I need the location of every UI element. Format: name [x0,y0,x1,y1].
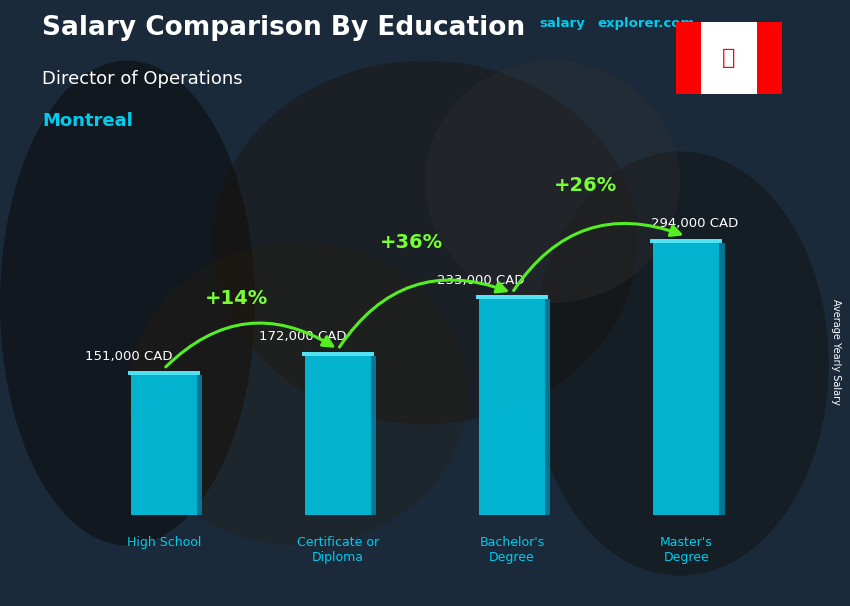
Text: explorer.com: explorer.com [598,17,694,30]
Bar [305,356,371,515]
Bar [545,299,551,515]
Text: 294,000 CAD: 294,000 CAD [651,217,739,230]
Text: +36%: +36% [379,233,443,252]
Text: Salary Comparison By Education: Salary Comparison By Education [42,15,525,41]
Ellipse shape [212,61,638,424]
Ellipse shape [425,61,680,303]
Bar [653,242,719,515]
Text: Director of Operations: Director of Operations [42,70,243,88]
Text: Bachelor's
Degree: Bachelor's Degree [479,536,545,564]
Text: 233,000 CAD: 233,000 CAD [437,273,524,287]
Text: 🍁: 🍁 [722,48,735,68]
Text: 172,000 CAD: 172,000 CAD [259,330,347,343]
Text: +26%: +26% [553,176,617,195]
Text: Certificate or
Diploma: Certificate or Diploma [297,536,379,564]
Text: High School: High School [127,536,201,548]
Text: Average Yearly Salary: Average Yearly Salary [831,299,842,404]
Ellipse shape [128,242,468,545]
Bar [756,22,782,94]
Bar [676,22,701,94]
Bar [197,375,202,515]
Bar [303,352,374,356]
Bar [650,239,722,242]
Text: Montreal: Montreal [42,112,133,130]
Bar [131,375,197,515]
Bar [371,356,377,515]
Text: salary: salary [540,17,586,30]
Bar [479,299,545,515]
Text: Master's
Degree: Master's Degree [660,536,712,564]
Ellipse shape [531,152,829,576]
Bar [476,295,547,299]
Bar [701,22,756,94]
Text: +14%: +14% [206,290,269,308]
Bar [128,371,200,375]
Text: 151,000 CAD: 151,000 CAD [85,350,173,362]
Ellipse shape [0,61,255,545]
Bar [719,242,724,515]
